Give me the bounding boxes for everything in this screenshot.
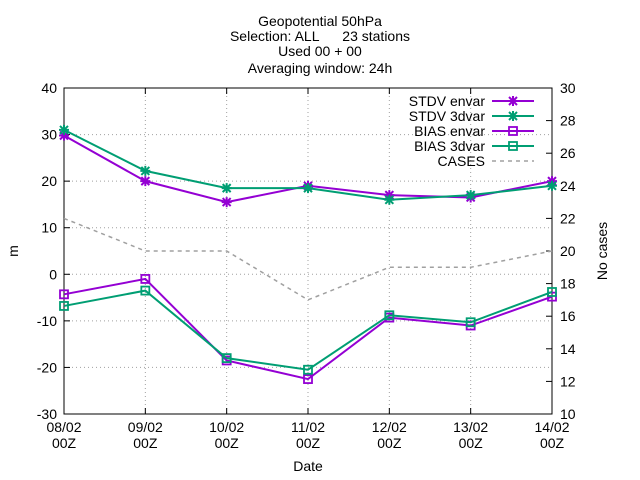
y2-tick-label: 30 [560, 80, 576, 96]
data-point-square [465, 317, 476, 328]
data-point-star [465, 190, 476, 201]
y2-tick-label: 28 [560, 113, 576, 129]
data-point-star [140, 165, 151, 176]
data-point-square [221, 353, 232, 364]
y2-tick-label: 14 [560, 341, 576, 357]
x-tick-label-hour: 00Z [215, 435, 240, 451]
y2-tick-label: 16 [560, 308, 576, 324]
y-tick-label: 0 [49, 266, 57, 282]
x-tick-label-hour: 00Z [459, 435, 484, 451]
legend-entry: BIAS envar [414, 123, 534, 139]
series-bias-envar [59, 274, 557, 384]
series-stdv-3dvar [59, 124, 557, 205]
data-point-star [303, 183, 313, 194]
legend-label: STDV 3dvar [409, 108, 486, 124]
series-line [63, 289, 553, 371]
x-tick-label: 14/02 [534, 419, 569, 435]
title-line-2: Selection: ALL 23 stations [230, 28, 410, 44]
legend-label: CASES [438, 153, 485, 169]
data-point-star [221, 183, 232, 194]
title-line-3: Used 00 + 00 [278, 43, 362, 59]
y2-tick-label: 26 [560, 145, 576, 161]
data-point-star [547, 180, 557, 191]
y2-tick-label: 12 [560, 373, 576, 389]
data-point-square [508, 141, 518, 151]
x-tick-label-hour: 00Z [296, 435, 321, 451]
x-tick-label: 08/02 [46, 419, 81, 435]
y-axis-label: m [5, 245, 21, 257]
y2-tick-label: 10 [560, 406, 576, 422]
legend-entry: STDV envar [409, 93, 534, 109]
title-line-4: Averaging window: 24h [248, 60, 393, 76]
x-tick-label: 13/02 [453, 419, 488, 435]
x-tick-label: 09/02 [128, 419, 163, 435]
legend-label: BIAS 3dvar [414, 138, 485, 154]
plot-area [59, 124, 557, 384]
x-tick-label-hour: 00Z [540, 435, 565, 451]
chart-title: Geopotential 50hPa Selection: ALL 23 sta… [230, 13, 410, 76]
data-point-square [508, 126, 518, 136]
data-point-square [303, 364, 313, 375]
data-point-square [547, 287, 557, 297]
y2-tick-label: 18 [560, 276, 576, 292]
x-tick-label: 10/02 [209, 419, 244, 435]
data-point-square [59, 301, 69, 311]
data-point-star [59, 124, 69, 135]
y2-tick-label: 22 [560, 210, 576, 226]
y-tick-label: 20 [41, 173, 57, 189]
x-axis-label: Date [293, 458, 323, 474]
series-cases [63, 217, 553, 301]
data-point-square [384, 310, 395, 321]
axes: -30 -20 -10 0 10 20 30 40 10 12 14 16 18 20 22 24 26 28 30… [37, 80, 576, 451]
legend-entry: CASES [438, 153, 534, 169]
y-tick-label: -10 [37, 313, 57, 329]
data-point-square [303, 374, 313, 384]
data-point-star [140, 176, 151, 187]
data-point-star [221, 197, 232, 208]
x-tick-label: 11/02 [291, 419, 325, 435]
data-point-square [140, 274, 151, 284]
data-point-star [508, 111, 518, 121]
legend-entry: BIAS 3dvar [414, 138, 534, 154]
y-tick-label: 40 [41, 80, 57, 96]
legend-entry: STDV 3dvar [409, 108, 534, 124]
y2-axis-label: No cases [594, 222, 610, 280]
series-bias-3dvar [59, 285, 557, 375]
y-tick-label: 10 [41, 220, 57, 236]
x-tick-label-hour: 00Z [133, 435, 158, 451]
data-point-square [140, 285, 151, 296]
x-tick-label-hour: 00Z [377, 435, 402, 451]
x-tick-label-hour: 00Z [52, 435, 77, 451]
y-tick-label: -30 [37, 406, 57, 422]
data-point-star [508, 96, 518, 106]
legend-label: STDV envar [409, 93, 486, 109]
x-tick-label: 12/02 [372, 419, 407, 435]
title-line-1: Geopotential 50hPa [258, 13, 382, 29]
y2-tick-label: 20 [560, 243, 576, 259]
y-tick-label: -20 [37, 359, 57, 375]
data-point-star [59, 130, 69, 141]
data-point-square [59, 289, 69, 300]
y2-tick-label: 24 [560, 178, 576, 194]
y-tick-label: 30 [41, 127, 57, 143]
series-line [63, 217, 553, 301]
legend-label: BIAS envar [414, 123, 485, 139]
data-point-star [384, 194, 395, 205]
